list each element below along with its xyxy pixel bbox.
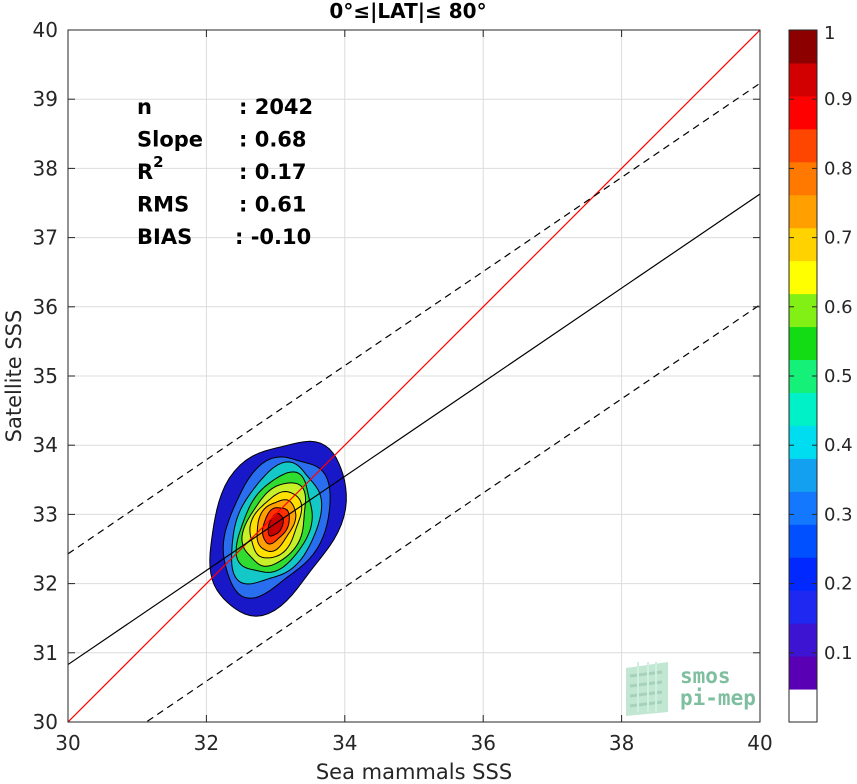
- x-tick-label-5: 40: [747, 731, 772, 755]
- x-tick-label-4: 38: [609, 731, 634, 755]
- y-tick-label-9: 39: [33, 87, 58, 111]
- smos-pimep-logo: smos pi-mep: [626, 662, 756, 716]
- colorbar-tick-label-3: 0.4: [824, 435, 853, 456]
- x-tick-label-2: 34: [332, 731, 357, 755]
- x-tick-label-0: 30: [55, 731, 80, 755]
- logo-emblem-icon: [626, 662, 668, 716]
- colorbar-segment-12: [789, 293, 817, 328]
- stat-superscript: 2: [153, 153, 163, 171]
- colorbar-tick-label-1: 0.2: [824, 574, 853, 595]
- x-tick-label-3: 36: [470, 731, 495, 755]
- grid-lines: [67, 29, 761, 723]
- y-tick-label-8: 38: [33, 156, 58, 180]
- colorbar-tick-label-4: 0.5: [824, 366, 853, 387]
- stat-label-3: RMS: [137, 193, 189, 217]
- colorbar-segment-13: [789, 260, 817, 295]
- y-tick-label-10: 40: [33, 18, 58, 42]
- stat-value-4: : -0.10: [235, 225, 311, 249]
- colorbar-segment-9: [789, 392, 817, 426]
- y-tick-label-1: 31: [33, 641, 58, 665]
- colorbar-segment-1: [789, 656, 817, 690]
- regression-lines: [68, 30, 760, 722]
- stat-value-1: : 0.68: [239, 128, 307, 152]
- upper-bound-line: [68, 82, 760, 555]
- colorbar-segment-14: [789, 227, 817, 262]
- colorbar-segment-7: [789, 458, 817, 492]
- x-axis-ticks: 30 32 34 36 38 40: [55, 30, 773, 755]
- colorbar-tick-label-8: 0.9: [824, 89, 853, 110]
- stat-label-4: BIAS: [137, 225, 192, 249]
- stat-value-2: : 0.17: [239, 160, 307, 184]
- regression-line: [68, 193, 760, 666]
- colorbar-segment-19: [789, 62, 817, 97]
- colorbar-tick-label-6: 0.7: [824, 228, 853, 249]
- logo-line-1: smos: [680, 664, 731, 688]
- identity-line: [68, 30, 760, 722]
- colorbar-segment-17: [789, 128, 817, 163]
- colorbar-segment-11: [789, 326, 817, 361]
- y-tick-label-2: 32: [33, 572, 58, 596]
- colorbar-segment-3: [789, 590, 817, 624]
- chart-title: 0°≤|LAT|≤ 80°: [329, 0, 486, 23]
- y-tick-label-5: 35: [33, 364, 58, 388]
- colorbar-segment-2: [789, 623, 817, 657]
- y-tick-label-3: 33: [33, 502, 58, 526]
- stat-label-0: n: [137, 95, 152, 119]
- y-tick-label-6: 36: [33, 295, 58, 319]
- colorbar-segment-4: [789, 557, 817, 591]
- density-contour-8: [267, 512, 284, 537]
- lower-bound-line: [145, 304, 760, 722]
- colorbar-segment-0: [789, 689, 817, 723]
- y-axis-label: Satellite SSS: [2, 310, 26, 443]
- colorbar-segment-20: [789, 30, 817, 64]
- colorbar-segment-18: [789, 95, 817, 130]
- colorbar-segment-6: [789, 491, 817, 525]
- x-axis-label: Sea mammals SSS: [316, 760, 512, 784]
- stat-label-1: Slope: [137, 128, 203, 152]
- colorbar-tick-label-5: 0.6: [824, 297, 853, 318]
- colorbar-segment-15: [789, 194, 817, 229]
- x-tick-label-1: 32: [194, 731, 219, 755]
- y-tick-label-0: 30: [33, 710, 58, 734]
- colorbar-segment-5: [789, 524, 817, 558]
- stat-value-3: : 0.61: [239, 193, 307, 217]
- y-tick-label-7: 37: [33, 226, 58, 250]
- colorbar-tick-label-7: 0.8: [824, 158, 853, 179]
- y-axis-ticks: 30 31 32 33 34 35 36 37 38 39 40: [33, 18, 760, 734]
- colorbar-segment-16: [789, 161, 817, 196]
- colorbar-tick-label-0: 0.1: [824, 643, 853, 664]
- logo-line-2: pi-mep: [680, 686, 756, 710]
- colorbar-tick-label-2: 0.3: [824, 504, 853, 525]
- stat-value-0: : 2042: [239, 95, 313, 119]
- y-tick-label-4: 34: [33, 433, 58, 457]
- colorbar-tick-label-9: 1: [824, 23, 835, 44]
- colorbar-segment-8: [789, 425, 817, 459]
- colorbar: 0.1 0.2 0.3 0.4 0.5 0.6 0.7 0.8 0.9 1: [788, 23, 853, 723]
